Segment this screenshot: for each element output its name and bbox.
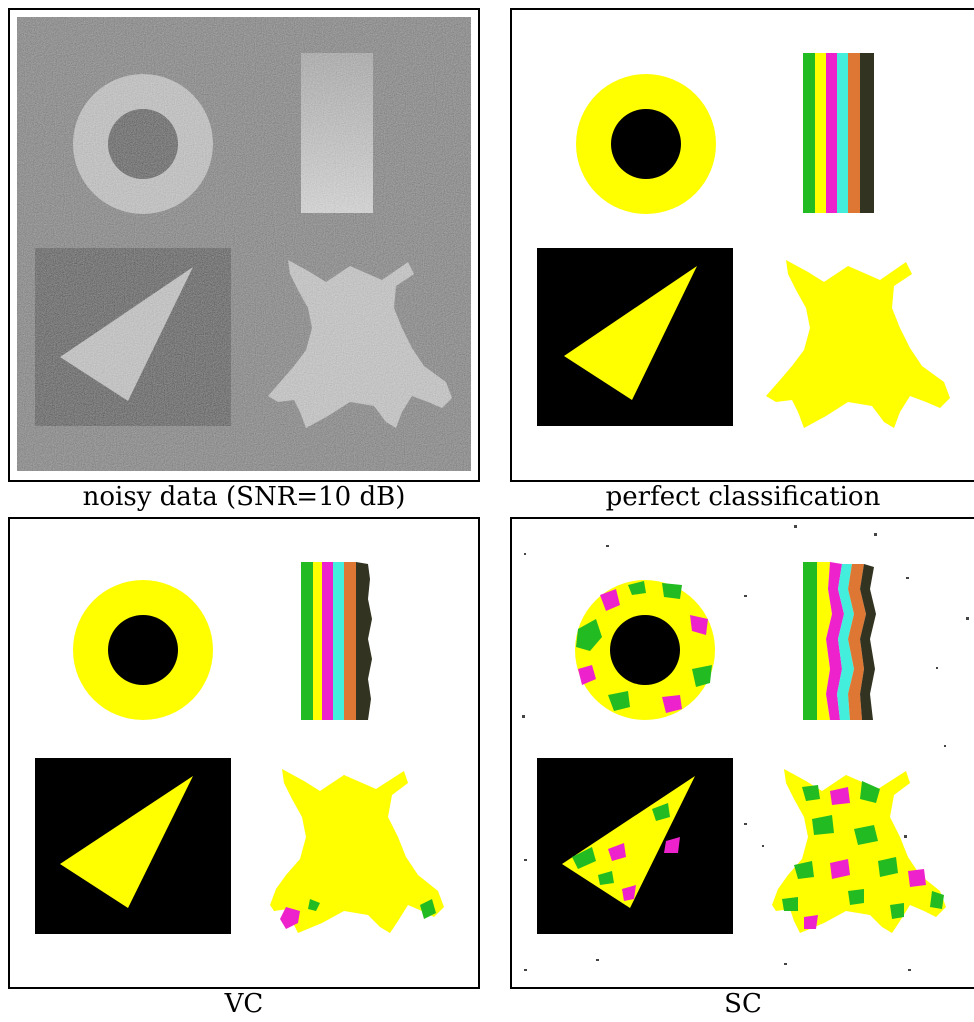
vc-blob-error-green [420,899,436,919]
sc-image [522,525,969,971]
noisy-data-panel [8,8,480,482]
yellow-blob [766,260,950,428]
perfect-classification-panel [510,8,974,482]
vc-image [35,562,444,934]
vc-blob-error-magenta [280,907,300,929]
vc-panel [8,517,480,989]
sc-striped-rect [803,562,876,720]
black-hole [611,109,681,179]
sc-yellow-blob [772,769,946,933]
caption-sc: SC [724,989,762,1019]
vc-blob-error-green-2 [308,899,320,911]
caption-vc: VC [224,989,264,1019]
caption-perfect-classification: perfect classification [605,482,881,512]
sc-panel [510,517,974,989]
vc-striped-rect [301,562,372,720]
yellow-triangle [564,266,697,400]
vc-yellow-blob [270,769,444,933]
noisy-gradient-rect [301,53,373,213]
perfect-classification-image [537,53,950,428]
sc-ring-errors [576,581,712,713]
noisy-data-image [17,17,471,471]
vc-yellow-triangle [60,776,193,908]
caption-noisy-data: noisy data (SNR=10 dB) [82,482,406,512]
noisy-triangle [60,267,193,401]
vc-black-hole [108,615,178,685]
sc-blob-errors [782,781,944,929]
noisy-blob [268,260,452,428]
noisy-hole [108,109,178,179]
sc-triangle-errors [572,803,680,901]
striped-rect [803,53,874,213]
sc-speckle-noise [522,525,969,971]
sc-black-hole [610,615,680,685]
